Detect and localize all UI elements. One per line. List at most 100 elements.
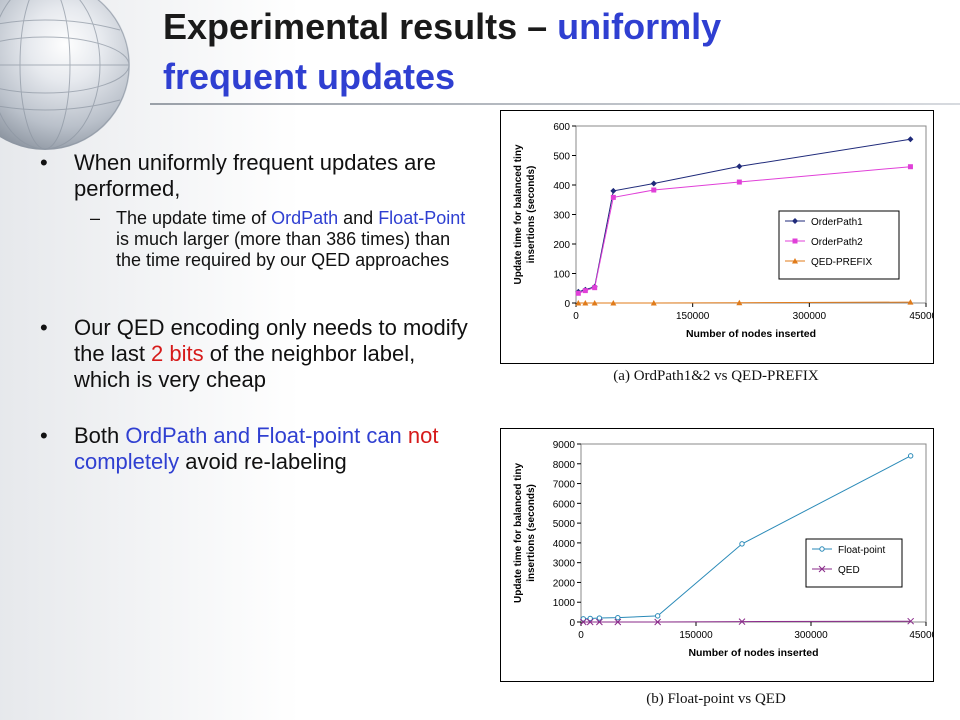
can-highlight: can bbox=[366, 423, 408, 448]
legend-label: QED bbox=[838, 565, 860, 576]
x-axis-label: Number of nodes inserted bbox=[686, 328, 816, 340]
data-point-qed-prefix bbox=[736, 299, 743, 306]
data-point-float-point bbox=[739, 541, 745, 547]
data-point-float-point bbox=[596, 615, 603, 621]
x-tick-label: 0 bbox=[573, 311, 579, 322]
y-tick-label: 500 bbox=[553, 152, 570, 163]
float-point-highlight: Float-Point bbox=[378, 208, 466, 228]
chart-b-caption: (b) Float-point vs QED bbox=[646, 691, 786, 707]
x-tick-label: 0 bbox=[578, 630, 584, 641]
chart-b-panel: 0 1000 2000 3000 4000 5000 6000 7000 8000 9000 0 15… bbox=[500, 428, 943, 682]
bullet-dot: • bbox=[40, 315, 48, 340]
data-point-orderpath2 bbox=[575, 290, 581, 296]
bullet-dot: • bbox=[40, 150, 48, 175]
data-point-qed-prefix bbox=[575, 300, 582, 306]
legend-box bbox=[778, 210, 900, 280]
sub-bullet-text: The update time of bbox=[116, 208, 272, 228]
data-point-qed bbox=[654, 618, 662, 626]
y-tick-label: 2000 bbox=[553, 578, 576, 589]
chart-a-panel: 0 100 200 300 400 500 600 0 150000 300000 450000 Nu… bbox=[500, 110, 943, 364]
bullet-dot: • bbox=[40, 423, 48, 448]
sub-bullet-1: – The update time of OrdPath and Float-P… bbox=[40, 208, 470, 271]
y-tick-label: 9000 bbox=[553, 440, 576, 451]
data-point-float-point bbox=[615, 614, 621, 621]
data-point-orderpath1 bbox=[650, 180, 657, 187]
y-tick-label: 4000 bbox=[553, 539, 576, 550]
legend-label: OrderPath2 bbox=[811, 237, 863, 248]
y-axis-label: Update time for balanced tiny bbox=[513, 463, 524, 603]
y-tick-label: 200 bbox=[553, 240, 570, 251]
legend-marker bbox=[792, 218, 798, 224]
completely-highlight: completely bbox=[74, 449, 180, 474]
data-point-qed bbox=[579, 618, 587, 626]
legend-label: OrderPath1 bbox=[811, 217, 863, 228]
legend-marker-b bbox=[818, 565, 826, 573]
data-point-float-point bbox=[654, 613, 661, 619]
y-tick-label: 7000 bbox=[553, 480, 576, 491]
y-axis-label: Update time for balanced tiny bbox=[513, 144, 524, 284]
bullet-list: • When uniformly frequent updates are pe… bbox=[40, 150, 470, 475]
legend-label: QED-PREFIX bbox=[811, 257, 872, 268]
y-tick-label: 600 bbox=[553, 122, 570, 133]
sub-bullet-text-2: and bbox=[338, 208, 379, 228]
bullet-1: • When uniformly frequent updates are pe… bbox=[40, 150, 470, 202]
sub-bullet-dash: – bbox=[90, 208, 101, 228]
data-point-qed-prefix bbox=[582, 300, 589, 306]
data-point-qed-b bbox=[579, 618, 587, 626]
legend-label: Float-point bbox=[838, 545, 885, 556]
data-point-qed-b bbox=[654, 618, 662, 626]
y-tick-label: 0 bbox=[564, 299, 570, 310]
x-tick-label: 150000 bbox=[679, 630, 713, 641]
y-tick-label: 300 bbox=[553, 211, 570, 222]
data-point-qed-b bbox=[738, 618, 746, 625]
data-point-orderpath1 bbox=[907, 136, 914, 143]
x-tick-label: 150000 bbox=[676, 311, 710, 322]
data-point-qed-b bbox=[596, 618, 603, 626]
data-point-qed bbox=[614, 618, 622, 626]
data-point-qed-b bbox=[586, 618, 594, 626]
data-point-orderpath2 bbox=[651, 187, 657, 193]
y-axis-label: insertions (seconds) bbox=[526, 484, 537, 582]
legend-marker bbox=[818, 565, 826, 573]
bits-highlight: 2 bits bbox=[151, 341, 204, 366]
title-accent-text-2: frequent updates bbox=[163, 56, 456, 97]
data-point-float-point bbox=[587, 615, 593, 622]
y-tick-label: 5000 bbox=[553, 519, 576, 530]
ordpath-highlight: OrdPath bbox=[271, 208, 339, 228]
data-point-qed-b bbox=[614, 618, 622, 626]
bullet-2-text-2: of the neighbor label, which is very che… bbox=[74, 341, 416, 392]
y-axis-label: insertions (seconds) bbox=[526, 166, 537, 264]
data-point-qed-prefix bbox=[650, 300, 657, 306]
data-point-float-point bbox=[580, 616, 587, 622]
bullet-2: • Our QED encoding only needs to modify … bbox=[40, 315, 470, 393]
not-highlight: not bbox=[407, 423, 439, 448]
data-point-qed bbox=[596, 618, 603, 626]
data-point-qed bbox=[586, 618, 594, 626]
plot-area bbox=[580, 443, 927, 623]
data-point-orderpath2 bbox=[610, 194, 616, 200]
title-divider bbox=[150, 103, 960, 105]
x-tick-label: 300000 bbox=[794, 630, 828, 641]
chart-a: 0 100 200 300 400 500 600 0 150000 300000 450000 Nu… bbox=[513, 122, 943, 340]
data-point-orderpath2 bbox=[907, 164, 913, 170]
data-point-qed bbox=[738, 618, 746, 625]
x-axis-label: Number of nodes inserted bbox=[688, 647, 818, 659]
data-point-qed-prefix bbox=[591, 300, 598, 306]
data-point-orderpath1 bbox=[736, 163, 743, 170]
data-point-orderpath2 bbox=[736, 179, 742, 185]
y-tick-label: 400 bbox=[553, 181, 570, 192]
y-tick-label: 1000 bbox=[553, 598, 576, 609]
sub-bullet-text-3: is much larger (more than 386 times) tha… bbox=[116, 229, 451, 270]
legend-marker bbox=[819, 546, 825, 552]
y-tick-label: 6000 bbox=[553, 499, 576, 510]
title-accent-text: uniformly bbox=[557, 6, 722, 47]
x-tick-label: 300000 bbox=[793, 311, 827, 322]
bullet-1-text: When uniformly frequent updates are perf… bbox=[74, 150, 436, 201]
y-tick-label: 3000 bbox=[553, 559, 576, 570]
data-point-float-point bbox=[907, 453, 914, 459]
data-point-orderpath2 bbox=[592, 285, 598, 291]
data-point-qed bbox=[907, 617, 915, 625]
y-tick-label: 100 bbox=[553, 270, 570, 281]
chart-a-caption: (a) OrdPath1&2 vs QED-PREFIX bbox=[613, 368, 819, 384]
